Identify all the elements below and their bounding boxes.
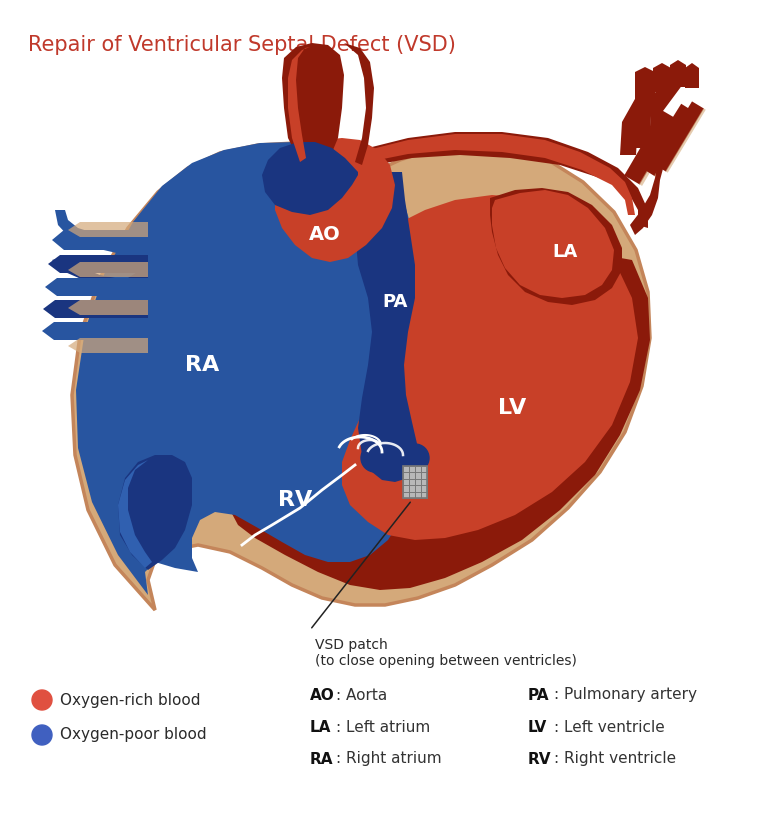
Polygon shape (55, 210, 148, 255)
Polygon shape (48, 255, 148, 273)
Polygon shape (654, 102, 704, 172)
Text: : Aorta: : Aorta (336, 687, 387, 702)
Polygon shape (653, 63, 671, 92)
Text: LV: LV (528, 719, 547, 734)
Text: Oxygen-rich blood: Oxygen-rich blood (60, 692, 200, 708)
Text: : Right atrium: : Right atrium (336, 752, 441, 767)
Polygon shape (635, 67, 655, 100)
Polygon shape (118, 455, 192, 570)
Polygon shape (639, 119, 680, 186)
Circle shape (32, 690, 52, 710)
Polygon shape (43, 300, 148, 318)
Polygon shape (338, 132, 648, 228)
Polygon shape (76, 142, 415, 595)
Circle shape (401, 444, 429, 472)
Polygon shape (262, 142, 358, 215)
Polygon shape (282, 43, 344, 162)
Polygon shape (620, 90, 656, 155)
Polygon shape (342, 195, 638, 540)
Polygon shape (344, 43, 374, 165)
Text: : Left atrium: : Left atrium (336, 719, 431, 734)
Polygon shape (118, 458, 152, 568)
Polygon shape (492, 190, 614, 298)
Text: Oxygen-poor blood: Oxygen-poor blood (60, 728, 206, 743)
Circle shape (379, 446, 411, 478)
Polygon shape (275, 138, 395, 262)
Polygon shape (68, 262, 148, 277)
Polygon shape (68, 300, 148, 315)
Circle shape (32, 725, 52, 745)
Polygon shape (630, 125, 680, 235)
Polygon shape (642, 103, 695, 176)
Polygon shape (685, 63, 699, 88)
Text: : Left ventricle: : Left ventricle (554, 719, 665, 734)
Polygon shape (52, 230, 148, 250)
Polygon shape (72, 143, 650, 610)
Polygon shape (42, 322, 148, 340)
Text: LA: LA (310, 719, 332, 734)
Text: LV: LV (498, 398, 526, 418)
Polygon shape (68, 222, 148, 237)
Polygon shape (230, 220, 650, 590)
Text: PA: PA (528, 687, 550, 702)
Text: VSD patch
(to close opening between ventricles): VSD patch (to close opening between vent… (315, 638, 577, 668)
Polygon shape (68, 338, 148, 353)
Text: RV: RV (278, 490, 312, 510)
Text: RA: RA (310, 752, 333, 767)
Text: : Right ventricle: : Right ventricle (554, 752, 676, 767)
FancyBboxPatch shape (403, 466, 427, 498)
Polygon shape (666, 108, 706, 173)
Polygon shape (635, 85, 675, 148)
Polygon shape (654, 112, 696, 178)
Polygon shape (45, 278, 148, 296)
Polygon shape (340, 134, 635, 215)
Polygon shape (490, 188, 622, 305)
Text: : Pulmonary artery: : Pulmonary artery (554, 687, 697, 702)
Text: Repair of Ventricular Septal Defect (VSD): Repair of Ventricular Septal Defect (VSD… (28, 35, 456, 55)
Polygon shape (625, 111, 678, 184)
Text: RV: RV (528, 752, 551, 767)
Polygon shape (649, 80, 686, 142)
Text: AO: AO (310, 687, 335, 702)
Polygon shape (670, 60, 686, 87)
Polygon shape (52, 258, 148, 292)
Text: RA: RA (185, 355, 219, 375)
Polygon shape (355, 172, 418, 482)
Polygon shape (288, 47, 310, 162)
Text: AO: AO (309, 226, 341, 245)
Text: PA: PA (383, 293, 407, 311)
Text: LA: LA (553, 243, 577, 261)
Circle shape (361, 444, 389, 472)
